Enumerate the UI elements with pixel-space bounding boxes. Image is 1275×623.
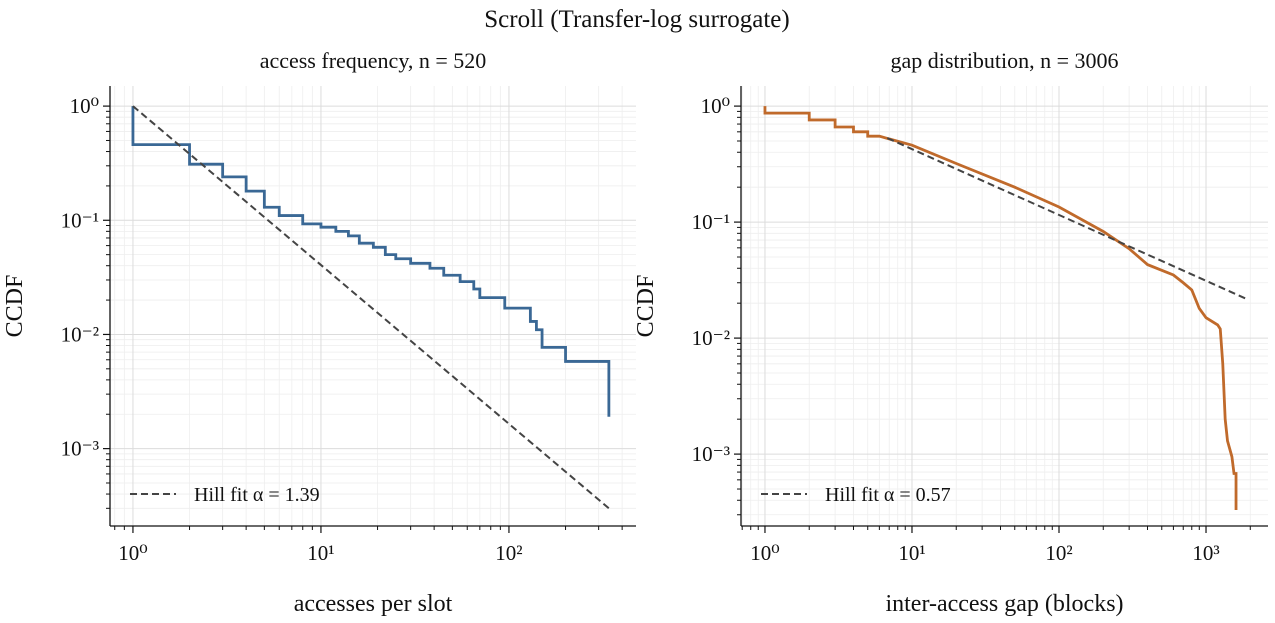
x-tick-label: 10³ xyxy=(1192,541,1219,565)
y-axis-label: CCDF xyxy=(633,275,659,338)
y-tick-label: 10⁻¹ xyxy=(692,210,730,234)
ccdf-line xyxy=(131,106,611,417)
ccdf-line xyxy=(763,106,1238,510)
fit-line xyxy=(132,105,610,510)
y-tick-label: 10⁰ xyxy=(70,94,99,118)
x-tick-label: 10¹ xyxy=(898,541,925,565)
x-tick-label: 10¹ xyxy=(307,541,334,565)
x-tick-label: 10² xyxy=(1045,541,1072,565)
y-tick-label: 10⁻² xyxy=(692,326,730,350)
x-tick-label: 10⁰ xyxy=(118,541,147,565)
y-tick-label: 10⁻² xyxy=(61,322,99,346)
y-tick-label: 10⁻³ xyxy=(692,442,730,466)
figure-title: Scroll (Transfer-log surrogate) xyxy=(484,6,789,33)
y-axis-label: CCDF xyxy=(2,275,28,338)
y-tick-label: 10⁰ xyxy=(701,94,730,118)
x-axis-label: inter-access gap (blocks) xyxy=(885,591,1123,617)
x-tick-label: 10² xyxy=(495,541,522,565)
subplot-title: gap distribution, n = 3006 xyxy=(890,48,1118,73)
x-tick-label: 10⁰ xyxy=(750,541,779,565)
x-axis-label: accesses per slot xyxy=(294,591,453,617)
y-tick-label: 10⁻¹ xyxy=(61,208,99,232)
subplot-title: access frequency, n = 520 xyxy=(260,48,487,73)
y-tick-label: 10⁻³ xyxy=(61,437,99,461)
legend-label: Hill fit α = 1.39 xyxy=(194,484,320,506)
legend-label: Hill fit α = 0.57 xyxy=(825,484,951,506)
